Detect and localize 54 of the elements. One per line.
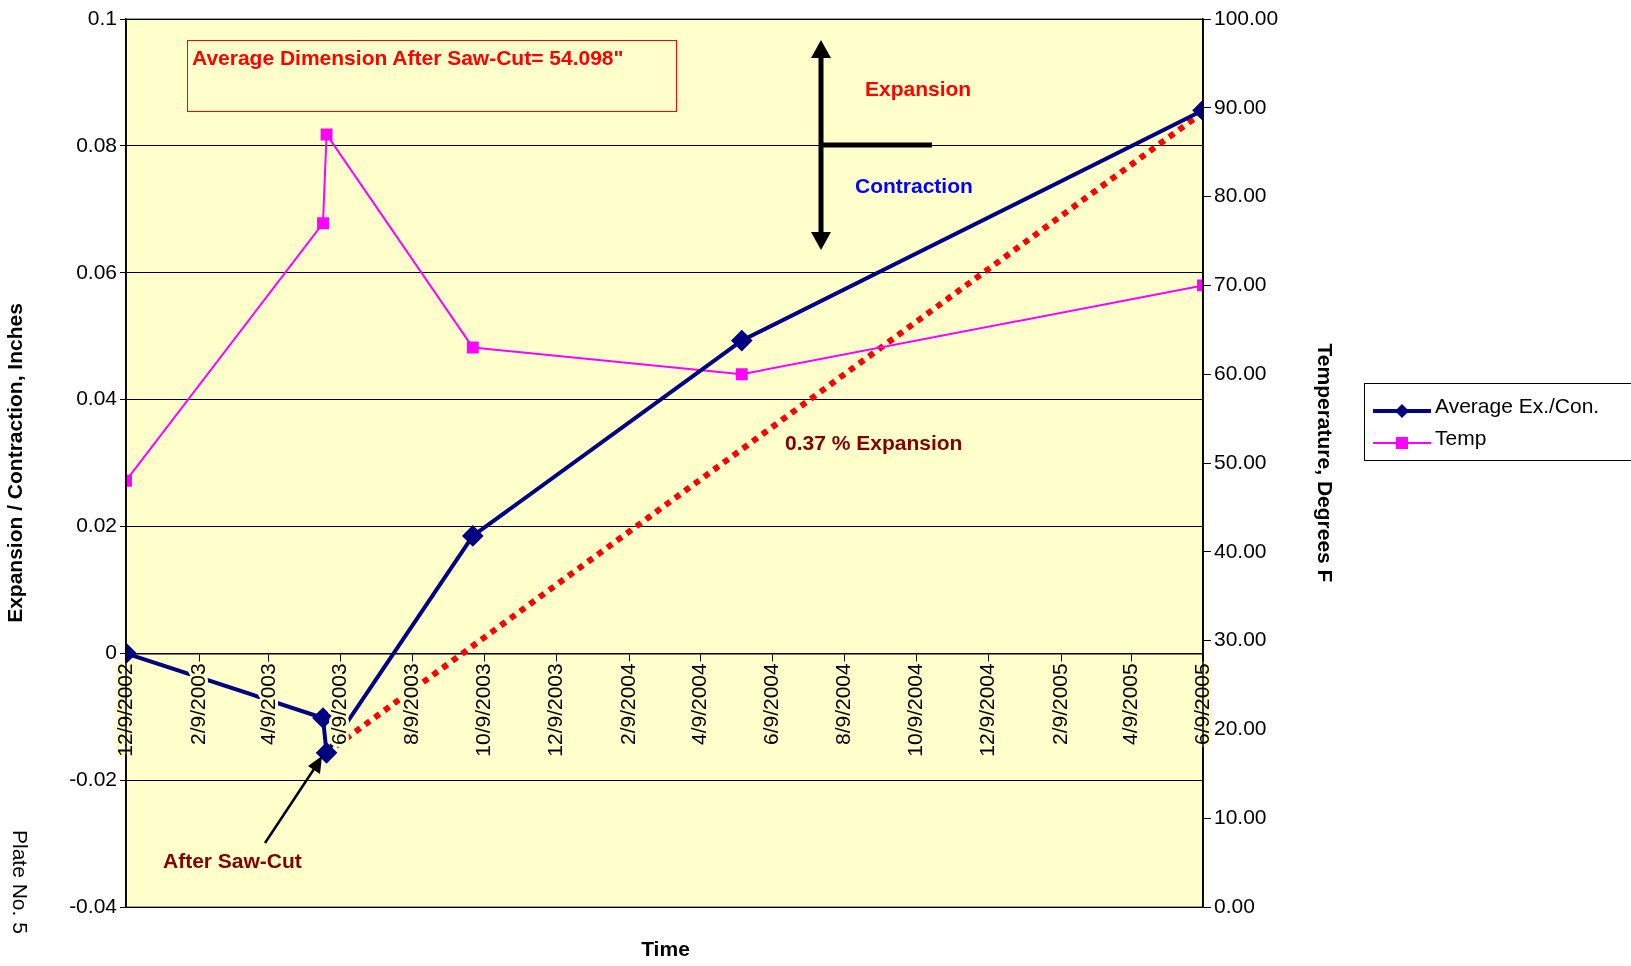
y-tick-label: -0.04 [69,893,118,917]
y2-axis-title: Temperature, Degrees F [1313,343,1337,583]
x-tick-label: 2/9/2005 [1048,663,1072,746]
point [466,341,479,354]
y2-tick-label: 90.00 [1214,94,1267,118]
point [731,330,752,351]
x-tick-label: 12/9/2003 [543,663,567,757]
x-tick-label: 12/9/2002 [112,663,136,757]
annotation: Average Dimension After Saw-Cut= 54.098" [187,40,677,112]
y-tick-label: 0 [105,640,117,664]
x-tick-label: 12/9/2004 [975,662,999,757]
text: Plate No. 5 [8,830,32,934]
y-tick-label: 0.04 [76,386,118,410]
y2-tick-label: 70.00 [1214,272,1267,296]
y-tick-label: 0.1 [87,5,117,29]
point [313,707,333,728]
x-tick-label: 10/9/2004 [903,662,927,757]
y-axis-title: Expansion / Contraction, Inches [3,303,27,623]
y2-tick-label: 0.00 [1214,893,1255,917]
x-tick-label: 4/9/2003 [255,663,279,746]
point [320,128,333,141]
x-tick-label: 10/9/2003 [471,663,495,757]
point [316,742,337,763]
point [462,525,483,546]
y2-tick-label: 50.00 [1214,449,1267,473]
x-tick-label: 6/9/2005 [1189,663,1213,746]
x-tick-label: 8/9/2003 [399,663,423,746]
y-tick-label: 0.02 [76,513,117,537]
x-tick-label: 4/9/2005 [1117,663,1141,746]
y2-tick-label: 20.00 [1214,716,1267,740]
annotation: Contraction [855,174,973,198]
x-axis-title: Time [640,937,691,961]
point [735,368,748,381]
y2-tick-label: 40.00 [1214,538,1267,562]
x-tick-label: 2/9/2004 [616,662,640,746]
y2-tick-label: 80.00 [1214,183,1267,207]
legend-label: Temp [1435,426,1487,450]
legend-label: Average Ex./Con. [1435,394,1600,418]
y2-tick-label: 100.00 [1214,5,1279,29]
y-tick-label: -0.02 [69,766,117,790]
x-tick-label: 4/9/2004 [687,662,711,746]
y-tick-label: 0.08 [76,132,117,156]
annotation: After Saw-Cut [163,849,302,873]
y2-tick-label: 30.00 [1214,627,1267,651]
x-tick-label: 6/9/2003 [327,663,351,746]
x-tick-label: 6/9/2004 [759,662,783,746]
y-tick-label: 0.06 [76,259,117,283]
annotation: Expansion [865,77,972,101]
y2-tick-label: 60.00 [1214,361,1267,384]
x-tick-label: 8/9/2004 [831,662,855,746]
annotation: 0.37 % Expansion [785,431,963,455]
point [317,217,329,230]
x-tick-label: 2/9/2003 [185,663,209,746]
y2-tick-label: 10.00 [1214,805,1267,828]
